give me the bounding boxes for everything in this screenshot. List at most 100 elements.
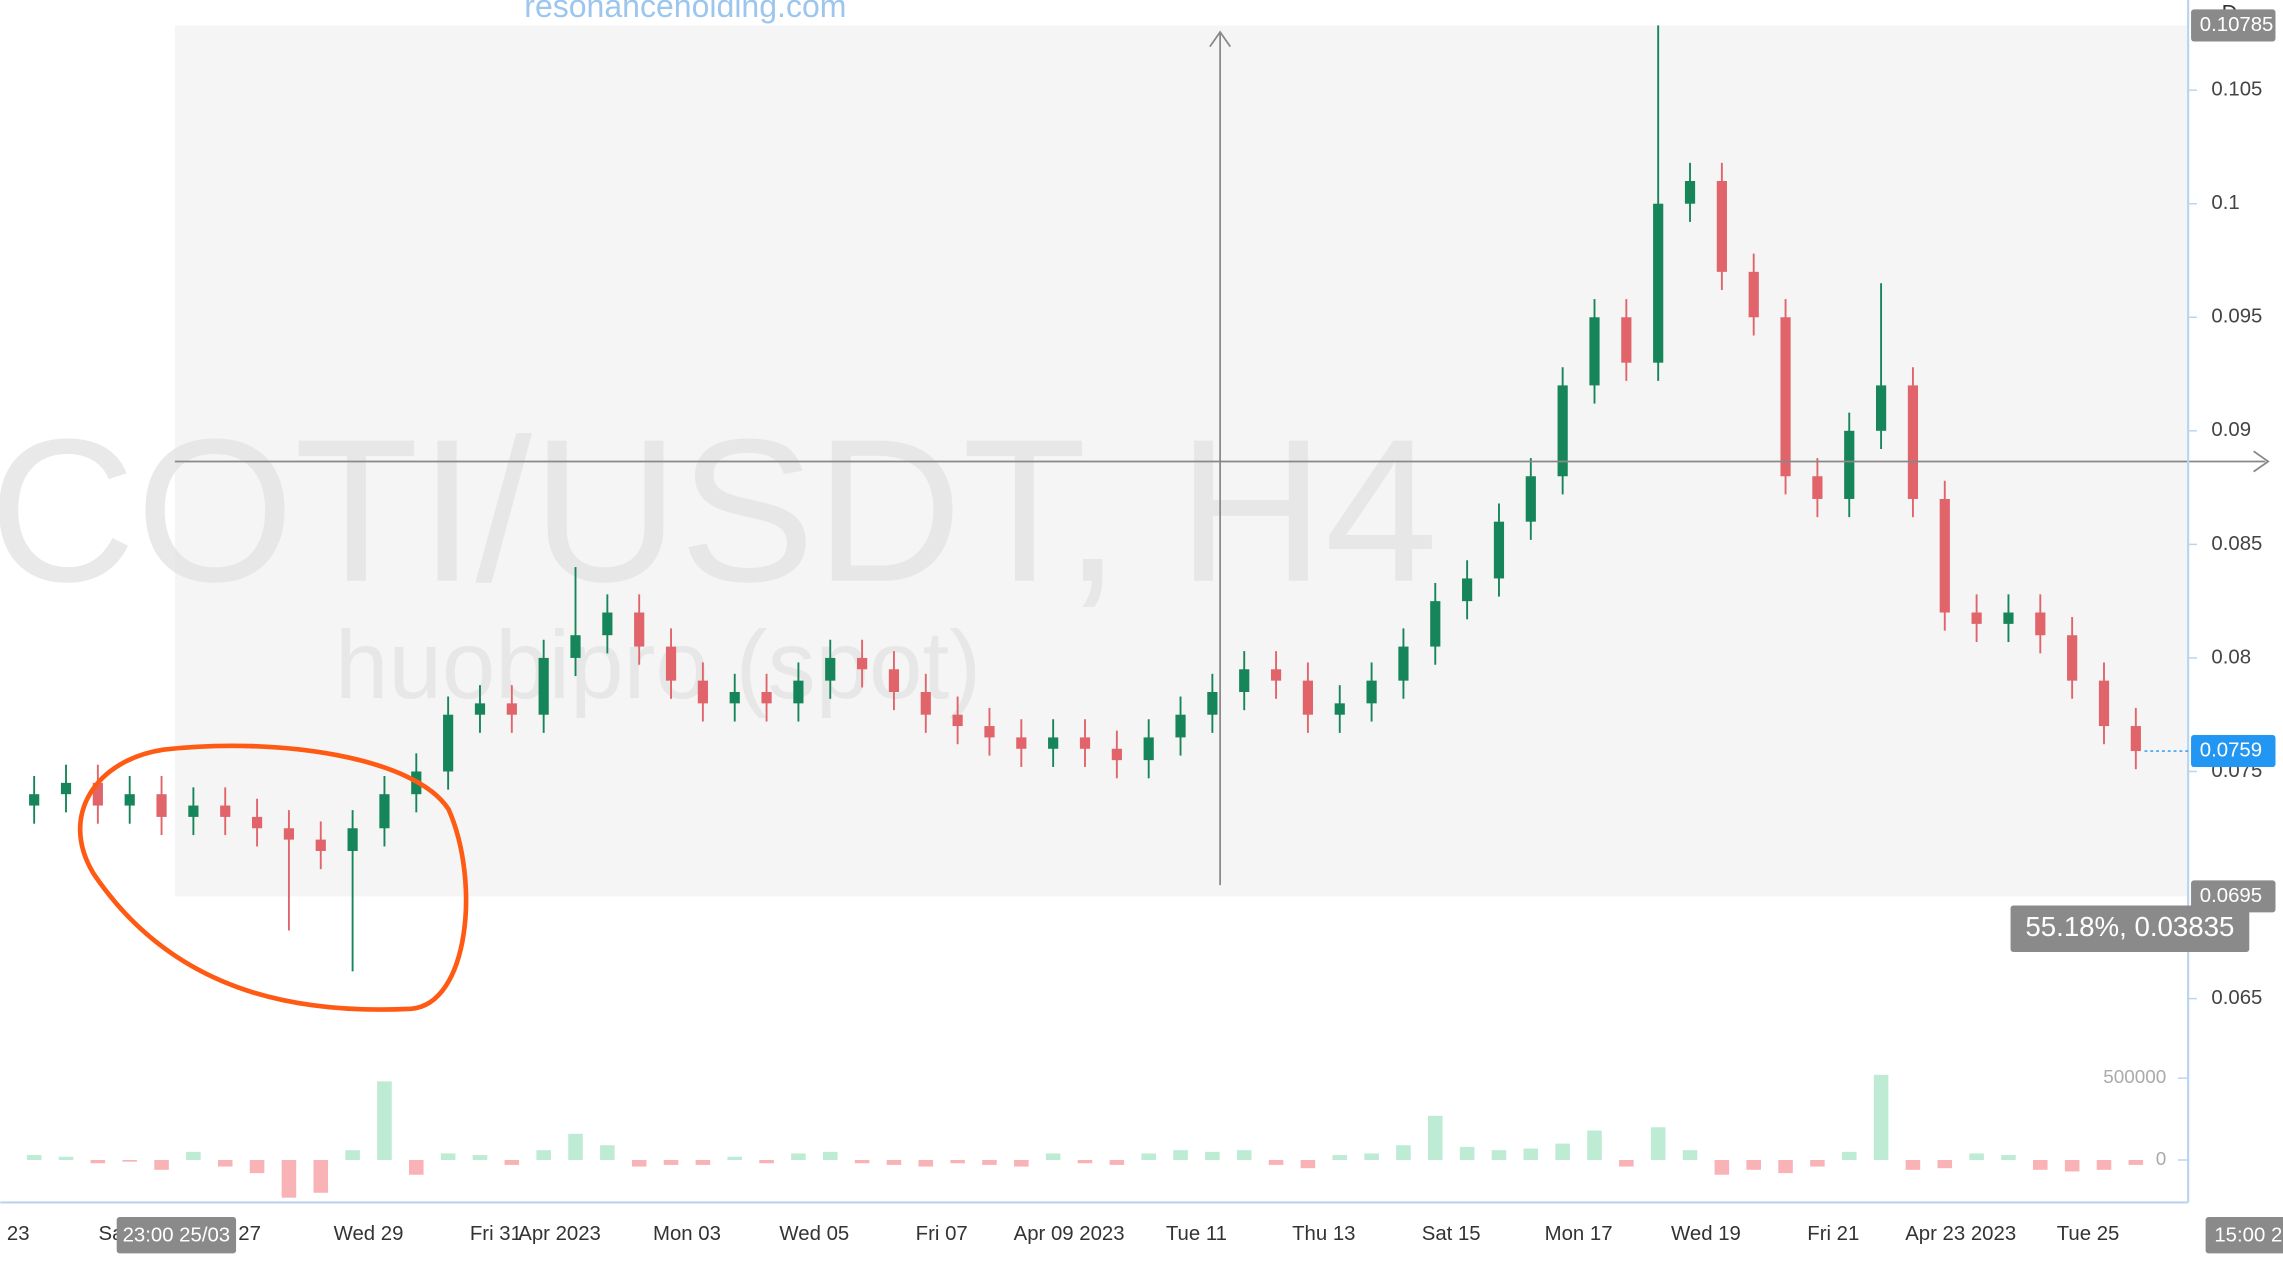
candle-body: [920, 691, 931, 715]
x-tick-label: Thu 13: [1292, 1223, 1355, 1245]
candle-body: [1462, 578, 1473, 602]
volume-bar: [154, 1160, 169, 1170]
candle-body: [1748, 271, 1759, 318]
volume-bar: [1396, 1145, 1411, 1161]
volume-bar: [1173, 1150, 1188, 1161]
volume-bar: [1427, 1115, 1443, 1161]
volume-bar: [504, 1160, 520, 1165]
candle-body: [1270, 669, 1282, 681]
volume-bar: [600, 1145, 615, 1161]
candle-body: [1844, 430, 1855, 499]
candle-body: [952, 714, 963, 727]
y-tick-label: 0.095: [2211, 306, 2262, 328]
x-tick-label: Mon 03: [653, 1223, 721, 1245]
volume-bar: [727, 1156, 743, 1161]
watermark-subtitle: huobipro (spot): [335, 612, 981, 719]
candle-body: [984, 726, 995, 738]
x-tick-label: Wed 19: [1671, 1223, 1741, 1245]
volume-bar: [1650, 1127, 1666, 1161]
volume-bar: [1332, 1155, 1348, 1161]
candle-body: [506, 703, 517, 715]
volume-bar: [950, 1160, 965, 1164]
volume-bar: [1141, 1153, 1156, 1161]
candle-body: [1493, 521, 1505, 579]
y-tick-label: 0.09: [2211, 419, 2251, 441]
volume-bar: [409, 1160, 424, 1175]
range-price-box: [2191, 9, 2276, 42]
x-tick-label: Wed 05: [779, 1223, 849, 1245]
candle-body: [825, 657, 836, 681]
watermark-title: COTI/USDT, H4: [0, 398, 1438, 625]
candle-body: [92, 782, 103, 806]
volume-bar: [90, 1160, 106, 1164]
candle-body: [1589, 317, 1600, 386]
volume-bar: [281, 1160, 297, 1198]
candle-body: [1621, 317, 1632, 363]
x-tick-label: Sat 15: [1422, 1223, 1481, 1245]
volume-bar: [918, 1160, 934, 1167]
crosshair-time: 23:00 25/03: [123, 1224, 231, 1246]
volume-bar: [1714, 1160, 1730, 1175]
candle-body: [570, 635, 581, 658]
candle-body: [60, 782, 72, 795]
time-box: [2205, 1216, 2283, 1254]
volume-bar: [1873, 1074, 1889, 1161]
candle-body: [538, 657, 549, 715]
candle-body: [379, 794, 390, 829]
volume-bar: [472, 1155, 488, 1161]
volume-bar: [982, 1160, 997, 1165]
candle-body: [1079, 737, 1091, 749]
arrow: [1209, 30, 1232, 48]
volume-bar: [122, 1160, 137, 1162]
x-tick-label: Wed 29: [334, 1223, 404, 1245]
volume-bar: [663, 1160, 679, 1165]
x-tick-label: Tue 11: [1166, 1223, 1227, 1245]
volume-bar: [58, 1156, 74, 1161]
source: resonanceholding.com: [524, 0, 846, 24]
candle-body: [602, 612, 613, 636]
volume-bar: [249, 1160, 265, 1174]
candle-body: [1016, 737, 1027, 749]
volume-bar: [854, 1160, 870, 1164]
time-box: [116, 1216, 237, 1254]
volume-bar: [1236, 1150, 1252, 1161]
candle-body: [2067, 635, 2078, 681]
candle-body: [1143, 737, 1154, 761]
candle-body: [1111, 748, 1122, 761]
candle-body: [2003, 612, 2014, 624]
volume-bar: [1109, 1160, 1125, 1165]
candle-body: [665, 646, 677, 681]
volume-bar: [2001, 1155, 2016, 1161]
candle-body: [857, 657, 868, 670]
y-tick-label: 0.1: [2211, 192, 2239, 214]
volume-bar: [1937, 1160, 1953, 1169]
watermark: COTI/USDT, H4 huobipro (spot): [0, 398, 1438, 719]
range-price-label: 0.0695: [2200, 885, 2262, 907]
volume-bar: [2033, 1160, 2048, 1170]
candle-body: [888, 669, 900, 692]
candle-body: [188, 805, 199, 817]
candle-body: [2098, 680, 2110, 727]
candle-body: [1430, 601, 1441, 647]
x-tick-label: Apr 23 2023: [1905, 1223, 2016, 1245]
volume-bar: [1014, 1160, 1029, 1167]
volume-bar: [1778, 1160, 1793, 1174]
volume-bar: [377, 1081, 392, 1161]
candle-body: [156, 794, 167, 817]
candle-body: [29, 794, 40, 806]
volume-bar: [1619, 1160, 1634, 1167]
volume-bar: [217, 1160, 233, 1167]
candle-body: [1812, 476, 1823, 499]
volume-bar: [186, 1151, 201, 1161]
candle-body: [1780, 317, 1791, 477]
candle-body: [697, 680, 708, 704]
volume-bar: [1523, 1148, 1539, 1161]
volume-bar: [440, 1153, 456, 1161]
volume-bar: [2128, 1160, 2144, 1165]
arrow: [2253, 450, 2270, 473]
candle-body: [1684, 181, 1696, 204]
range-price-label: 0.10785: [2200, 14, 2274, 36]
candle-body: [1398, 646, 1409, 681]
volume-bar: [1045, 1153, 1061, 1161]
highlight-circle: [77, 743, 469, 1012]
